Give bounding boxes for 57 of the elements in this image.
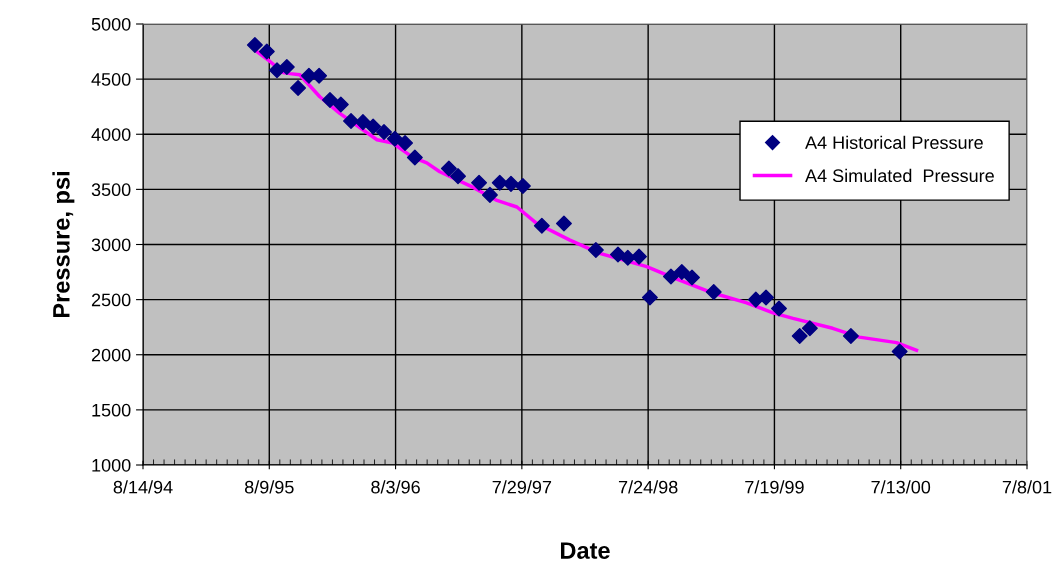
x-tick-label: 7/24/98 xyxy=(618,480,678,494)
point xyxy=(891,343,908,360)
y-tick-label: 1000 xyxy=(92,458,131,472)
point xyxy=(481,186,498,203)
point xyxy=(842,328,859,344)
point xyxy=(587,242,604,258)
x-tick-label: 7/13/00 xyxy=(871,480,931,494)
point xyxy=(386,130,403,147)
y-tick-label: 1500 xyxy=(92,403,131,417)
point xyxy=(791,328,808,344)
point xyxy=(406,149,423,166)
y-tick-label: 3500 xyxy=(91,183,131,197)
point xyxy=(801,320,818,337)
point xyxy=(246,36,263,53)
y-tick-label: 4000 xyxy=(91,128,131,141)
point xyxy=(503,175,519,192)
x-tick-label: 8/3/96 xyxy=(371,480,420,494)
y-tick-label: 2000 xyxy=(91,348,131,362)
point xyxy=(514,178,531,195)
legend-label: A4 Simulated Pressure xyxy=(805,168,994,183)
point xyxy=(278,59,295,75)
x-axis-title: Date xyxy=(560,542,610,559)
point xyxy=(662,268,679,285)
legend-label: A4 Historical Pressure xyxy=(805,135,983,150)
point xyxy=(450,168,466,185)
y-tick-label: 3000 xyxy=(91,238,131,252)
point xyxy=(641,289,658,306)
x-tick-label: 7/8/01 xyxy=(1002,480,1052,494)
point xyxy=(673,264,690,281)
x-tick-label: 7/29/97 xyxy=(492,480,552,494)
point xyxy=(290,79,307,96)
y-axis-title: Pressure, psi xyxy=(52,172,75,318)
point xyxy=(684,269,700,286)
x-tick-label: 7/19/99 xyxy=(745,480,804,494)
y-tick-label: 2500 xyxy=(91,293,131,307)
point xyxy=(332,96,349,113)
point xyxy=(258,43,275,60)
x-tick-label: 8/14/94 xyxy=(113,480,173,494)
point xyxy=(491,174,508,191)
point xyxy=(631,248,648,265)
point xyxy=(758,289,774,306)
y-tick-label: 4500 xyxy=(91,73,131,86)
point xyxy=(376,124,392,141)
point xyxy=(471,174,488,191)
point xyxy=(321,92,338,109)
point xyxy=(555,215,572,232)
point xyxy=(771,300,787,317)
point xyxy=(397,135,414,152)
x-tick-label: 8/9/95 xyxy=(244,480,294,494)
point xyxy=(343,113,359,129)
point xyxy=(365,118,382,135)
point xyxy=(354,114,371,131)
point xyxy=(533,217,550,234)
y-tick-label: 5000 xyxy=(91,17,131,31)
point xyxy=(705,283,722,300)
point xyxy=(440,160,457,177)
point xyxy=(619,249,636,266)
